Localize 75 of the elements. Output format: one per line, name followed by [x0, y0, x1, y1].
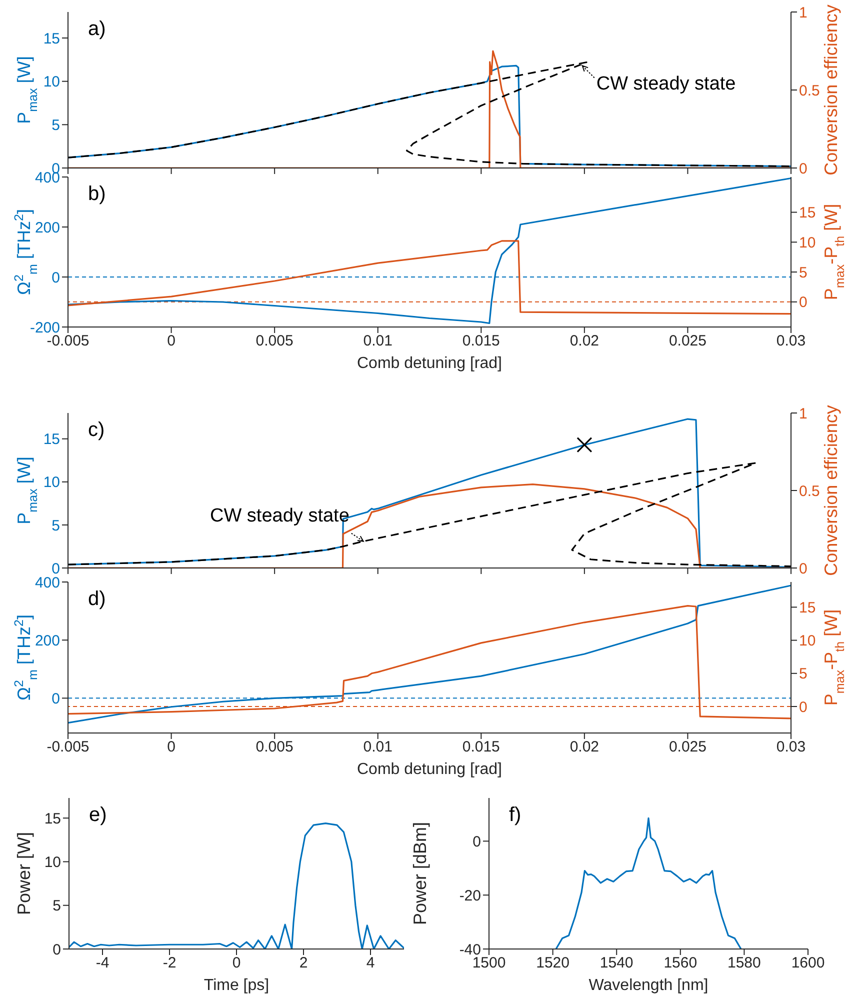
annotation: a): [88, 18, 106, 41]
y-axis-title: Power [dBm]: [410, 822, 430, 926]
x-tick-label: -2: [162, 954, 176, 972]
annotation: d): [88, 588, 106, 611]
x-tick-label: 0.005: [256, 332, 294, 350]
x-tick-label: 0: [167, 332, 176, 350]
y2-tick-label: 5: [799, 666, 808, 683]
line-series: [68, 240, 791, 315]
y-tick-label: 0: [52, 269, 60, 286]
x-tick-label: 1560: [664, 954, 698, 972]
y2-axis-title: Conversion efficiency: [821, 405, 841, 576]
annotation: b): [88, 183, 106, 206]
annotation: CW steady state: [596, 74, 736, 95]
y-tick-label: 10: [44, 854, 61, 872]
y-axis-title: Power [W]: [14, 832, 34, 916]
y-tick-label: 0: [472, 833, 481, 850]
y2-tick-label: 0: [799, 698, 808, 716]
x-axis-title: Wavelength [nm]: [588, 977, 708, 994]
x-tick-label: 0.015: [462, 738, 500, 756]
y2-tick-label: 15: [799, 204, 816, 222]
y-tick-label: 15: [43, 431, 60, 448]
y2-tick-label: 0: [799, 294, 808, 312]
y-tick-label: 15: [43, 30, 60, 48]
y2-tick-label: 1: [799, 4, 808, 22]
x-tick-label: 0.03: [776, 738, 806, 756]
x-tick-label: 1600: [791, 954, 825, 972]
annotation: f): [509, 804, 522, 827]
x-tick-label: 0.015: [462, 332, 500, 350]
x-tick-label: 0.01: [363, 332, 392, 350]
line-series: [68, 177, 791, 324]
y2-tick-label: 15: [799, 599, 816, 616]
x-tick-label: 0.02: [570, 738, 600, 756]
y2-tick-label: 0.5: [799, 482, 820, 500]
line-series: [68, 584, 791, 724]
x-tick-label: 0.025: [668, 332, 706, 350]
x-tick-label: 0.005: [256, 738, 294, 756]
x-tick-label: 1540: [600, 954, 634, 972]
annotation: CW steady state: [210, 505, 350, 526]
line-series: [555, 817, 742, 949]
x-tick-label: 1580: [728, 954, 761, 972]
y-tick-label: 10: [43, 74, 60, 91]
x-axis-title: Comb detuning [rad]: [357, 761, 502, 778]
y2-tick-label: 0.5: [799, 82, 820, 100]
x-tick-label: 4: [366, 954, 375, 972]
x-tick-label: 2: [299, 954, 308, 972]
y2-tick-label: 1: [799, 405, 808, 422]
y-tick-label: 10: [43, 474, 60, 492]
y2-axis-title: Conversion efficiency: [821, 4, 841, 176]
y2-tick-label: 10: [799, 234, 816, 252]
y2-tick-label: 0: [799, 560, 808, 578]
x-tick-label: 0.01: [363, 738, 392, 756]
x-tick-label: 0: [232, 954, 241, 972]
y2-tick-label: 10: [799, 632, 816, 650]
y-tick-label: -20: [459, 887, 481, 904]
y-tick-label: 15: [44, 810, 61, 828]
x-tick-label: 0.03: [776, 332, 806, 350]
x-tick-label: 1520: [536, 954, 570, 972]
annotation: c): [88, 419, 105, 442]
y-tick-label: 200: [34, 219, 60, 236]
x-axis-title: Time [ps]: [204, 977, 270, 994]
x-tick-label: 0.025: [668, 738, 706, 756]
x-tick-label: -4: [96, 954, 110, 972]
x-tick-label: -0.005: [46, 738, 90, 756]
y-tick-label: 5: [52, 517, 60, 534]
y-tick-label: 0: [52, 690, 60, 708]
x-tick-label: 0: [167, 738, 176, 756]
x-axis-title: Comb detuning [rad]: [357, 355, 502, 372]
y2-tick-label: 0: [799, 160, 808, 178]
annotation: e): [89, 804, 107, 827]
y-tick-label: 5: [52, 898, 61, 915]
y-tick-label: 0: [52, 941, 61, 958]
y-tick-label: 5: [52, 116, 60, 134]
x-tick-label: 0.02: [570, 332, 600, 350]
y-tick-label: 200: [34, 632, 60, 650]
y2-tick-label: 5: [799, 264, 808, 282]
